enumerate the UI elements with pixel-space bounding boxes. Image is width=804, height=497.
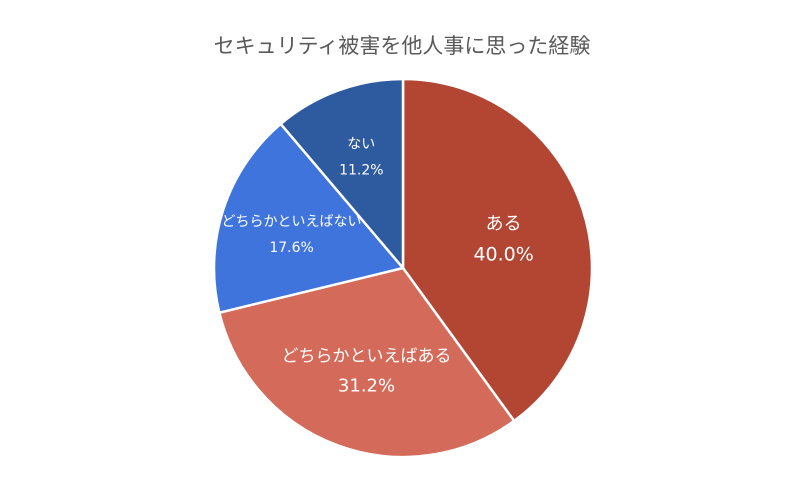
slice-value-3: 17.6% [269,240,313,256]
slice-value-1: 40.0% [473,243,533,265]
slice-label-2: どちらかといえばある [282,346,452,366]
pie-slice-1 [401,77,594,423]
slice-label-3: どちらかといえばない [222,214,362,230]
slice-value-2: 31.2% [338,375,395,396]
pie-slice-4 [278,77,405,272]
chart-title: セキュリティ被害を他人事に思った経験 [213,34,591,58]
pie-slice-3 [212,122,406,315]
pie-slice-2 [217,266,516,459]
slice-label-1: ある [486,213,522,234]
slice-value-4: 11.2% [339,162,383,178]
slice-label-4: ない [347,136,375,152]
